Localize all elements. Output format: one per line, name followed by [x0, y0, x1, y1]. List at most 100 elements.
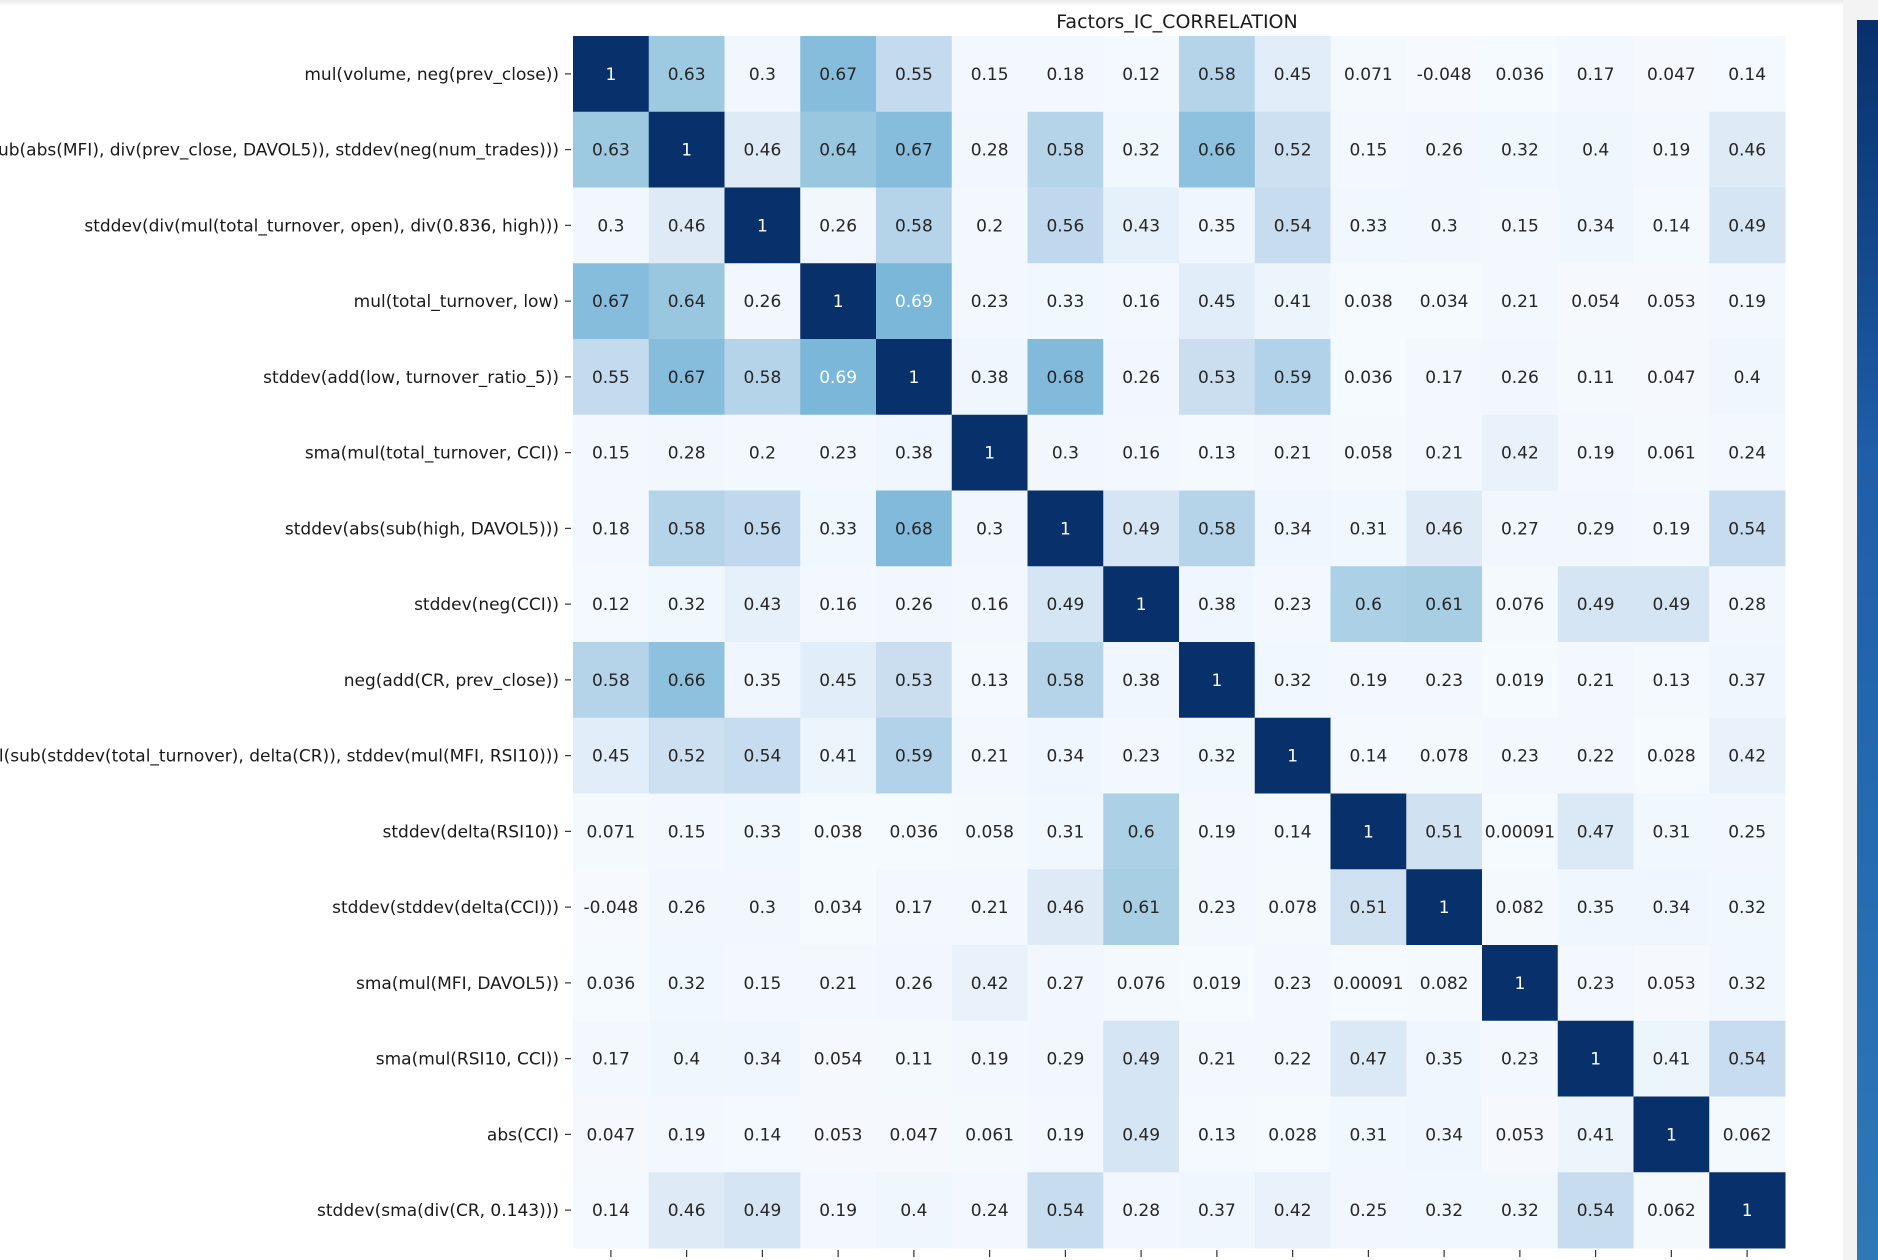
cell-value-label: 1: [1060, 519, 1071, 539]
heatmap-cell: [1557, 1020, 1634, 1097]
heatmap-cell: [1027, 263, 1104, 340]
heatmap-cell: [1406, 36, 1483, 113]
heatmap-cell: [1557, 717, 1634, 794]
heatmap-cell: [1482, 263, 1559, 340]
cell-value-label: 0.35: [743, 671, 781, 691]
heatmap-cell: [800, 1096, 877, 1173]
heatmap-cell: [800, 1172, 877, 1249]
cell-value-label: 0.15: [1349, 141, 1387, 161]
row-label: sma(mul(total_turnover, CCI)): [305, 444, 559, 464]
heatmap-cell: [648, 793, 725, 870]
heatmap-cell: [951, 36, 1028, 113]
heatmap-cell: [1633, 36, 1710, 113]
heatmap-cell: [1179, 945, 1256, 1022]
cell-value-label: 0.19: [1577, 444, 1615, 464]
cell-value-label: 0.26: [895, 974, 933, 994]
cell-value-label: 0.33: [1046, 292, 1084, 312]
cell-value-label: 1: [1666, 1125, 1677, 1145]
cell-value-label: 0.17: [1577, 65, 1615, 85]
cell-value-label: 0.21: [1425, 444, 1463, 464]
heatmap-cell: [573, 1172, 650, 1249]
cell-value-label: 0.58: [1046, 671, 1084, 691]
heatmap-cell: [1709, 642, 1786, 719]
heatmap-cell: [573, 793, 650, 870]
cell-value-label: -0.048: [1417, 65, 1472, 85]
heatmap-cell: [1330, 869, 1407, 946]
heatmap-cell: [1482, 869, 1559, 946]
cell-value-label: 0.27: [1046, 974, 1084, 994]
cell-value-label: 0.45: [1198, 292, 1236, 312]
cell-value-label: 0.17: [592, 1050, 630, 1070]
heatmap-cell: [951, 1172, 1028, 1249]
heatmap-cell: [1254, 1172, 1331, 1249]
cell-value-label: 0.036: [890, 822, 939, 842]
cell-value-label: 0.6: [1355, 595, 1382, 615]
cell-value-label: 0.23: [1577, 974, 1615, 994]
heatmap-cell: [1254, 111, 1331, 188]
cell-value-label: 0.49: [1652, 595, 1690, 615]
heatmap-cell: [1709, 339, 1786, 416]
heatmap-cell: [1103, 36, 1180, 113]
heatmap-cell: [1633, 1096, 1710, 1173]
cell-value-label: 0.34: [1577, 216, 1615, 236]
cell-value-label: 1: [757, 216, 768, 236]
heatmap-cell: [648, 945, 725, 1022]
cell-value-label: 0.53: [1198, 368, 1236, 388]
heatmap-cell: [1709, 1096, 1786, 1173]
heatmap-cell: [1557, 36, 1634, 113]
heatmap-cell: [876, 1096, 953, 1173]
heatmap-cell: [876, 717, 953, 794]
heatmap-cell: [1557, 187, 1634, 264]
heatmap-cell: [1330, 490, 1407, 567]
cell-value-label: 0.26: [1425, 141, 1463, 161]
row-label: stddev(abs(sub(high, DAVOL5))): [285, 519, 559, 539]
cell-value-label: 1: [1211, 671, 1222, 691]
heatmap-cell: [1027, 1096, 1104, 1173]
cell-value-label: 0.25: [1728, 822, 1766, 842]
heatmap-cell: [1406, 945, 1483, 1022]
heatmap-cell: [876, 111, 953, 188]
heatmap-cell: [1633, 1172, 1710, 1249]
heatmap-cell: [573, 263, 650, 340]
top-shadow: [0, 0, 1878, 6]
cell-value-label: 0.19: [1652, 141, 1690, 161]
heatmap-cell: [724, 793, 801, 870]
cell-value-label: 0.52: [668, 747, 706, 767]
cell-value-label: 0.46: [743, 141, 781, 161]
cell-value-label: 0.54: [1728, 1050, 1766, 1070]
heatmap-cell: [1709, 36, 1786, 113]
heatmap-cell: [1709, 263, 1786, 340]
heatmap-cell: [648, 717, 725, 794]
heatmap-cell: [876, 1020, 953, 1097]
cell-value-label: 0.15: [592, 444, 630, 464]
cell-value-label: 0.078: [1268, 898, 1317, 918]
cell-value-label: 0.58: [1198, 65, 1236, 85]
cell-value-label: 0.31: [1349, 1125, 1387, 1145]
cell-value-label: 0.32: [668, 974, 706, 994]
cell-value-label: 0.43: [743, 595, 781, 615]
heatmap-cell: [1179, 111, 1256, 188]
heatmap-cell: [1330, 566, 1407, 643]
cell-value-label: 0.23: [971, 292, 1009, 312]
cell-value-label: 0.42: [1274, 1201, 1312, 1221]
cell-value-label: 0.061: [1647, 444, 1696, 464]
heatmap-cell: [1254, 490, 1331, 567]
heatmap-cell: [800, 490, 877, 567]
heatmap-cell: [1254, 1020, 1331, 1097]
cell-value-label: 1: [833, 292, 844, 312]
row-label: neg(add(CR, prev_close)): [344, 671, 559, 691]
cell-value-label: 0.2: [749, 444, 776, 464]
heatmap-cell: [573, 1020, 650, 1097]
cell-value-label: 0.28: [1728, 595, 1766, 615]
heatmap-cell: [648, 490, 725, 567]
heatmap-cell: [800, 111, 877, 188]
cell-value-label: 0.45: [1274, 65, 1312, 85]
heatmap-cell: [648, 566, 725, 643]
cell-value-label: 0.14: [1728, 65, 1766, 85]
cell-value-label: 0.21: [971, 898, 1009, 918]
heatmap-cell: [1027, 793, 1104, 870]
heatmap-cell: [1482, 111, 1559, 188]
cell-value-label: 0.55: [592, 368, 630, 388]
